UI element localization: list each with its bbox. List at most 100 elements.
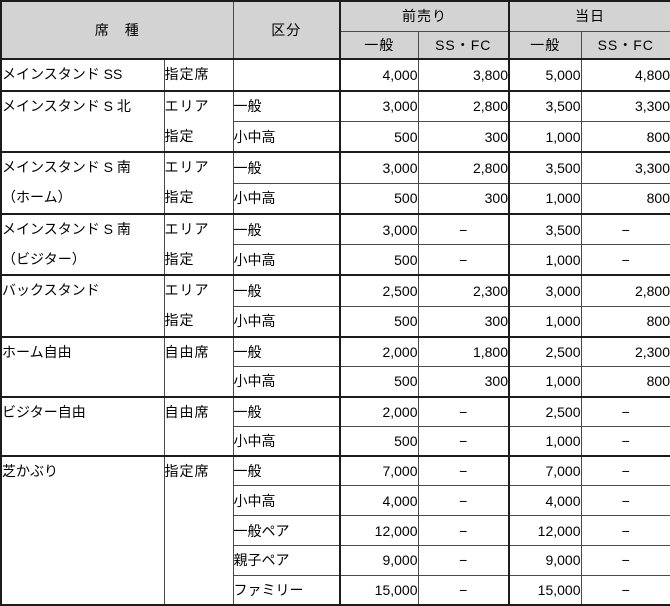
price-cell: 500 bbox=[339, 425, 419, 457]
price-cell: − bbox=[580, 485, 670, 517]
category-cell: ファミリー bbox=[232, 574, 341, 606]
price-cell: 3,500 bbox=[508, 212, 582, 246]
seat-name-cell: メインスタンド SS bbox=[0, 58, 165, 92]
header-seat-type: 席 種 bbox=[0, 0, 234, 60]
seat-class-cell: 自由席 bbox=[163, 395, 234, 457]
table-row: メインスタンド SS 指定席 4,000 3,800 5,000 4,800 bbox=[0, 58, 670, 92]
price-cell: − bbox=[580, 395, 670, 427]
price-cell: 5,000 bbox=[508, 58, 582, 92]
price-cell: 3,500 bbox=[508, 89, 582, 123]
header-category: 区分 bbox=[232, 0, 341, 60]
table-row: メインスタンド S 北エリア 指定 一般 3,000 2,800 3,500 3,300 bbox=[0, 89, 670, 153]
price-cell: 2,800 bbox=[417, 151, 510, 184]
price-cell: 12,000 bbox=[508, 515, 582, 546]
price-cell: 9,000 bbox=[339, 544, 419, 576]
seat-name-cell: ビジター自由 bbox=[0, 395, 165, 457]
category-cell: 小中高 bbox=[232, 121, 341, 153]
category-cell: 小中高 bbox=[232, 182, 341, 215]
price-cell: − bbox=[417, 212, 510, 246]
price-cell: 9,000 bbox=[508, 544, 582, 576]
price-cell: 1,000 bbox=[508, 244, 582, 276]
category-cell: 小中高 bbox=[232, 485, 341, 517]
table-row: メインスタンド S 南 （ビジター） エリア 指定 一般 3,000−3,500− bbox=[0, 212, 670, 276]
price-cell: 3,000 bbox=[339, 151, 419, 184]
price-cell: 3,300 bbox=[580, 89, 670, 123]
header-advance-ssfc: SS・FC bbox=[417, 30, 510, 60]
price-cell: 2,000 bbox=[339, 395, 419, 427]
price-cell: − bbox=[417, 395, 510, 427]
seat-class-cell: 自由席 bbox=[163, 336, 234, 398]
table-header: 席 種 区分 前売り 当日 一般 SS・FC 一般 SS・FC bbox=[0, 0, 670, 60]
seat-name-cell: メインスタンド S 南 （ホーム） bbox=[0, 151, 165, 215]
table-row: 小中高 500 300 1,000 800 bbox=[1, 182, 670, 215]
price-cell: 1,000 bbox=[508, 305, 582, 338]
price-cell: 500 bbox=[339, 244, 419, 276]
price-cell: − bbox=[417, 544, 510, 576]
seat-class-cell: エリア 指定 bbox=[163, 274, 234, 338]
price-cell: 2,800 bbox=[417, 89, 510, 123]
category-cell: 一般ペア bbox=[232, 515, 341, 546]
price-cell: 800 bbox=[580, 182, 670, 215]
price-cell: 500 bbox=[339, 366, 419, 398]
category-cell: 小中高 bbox=[232, 425, 341, 457]
price-cell: 4,000 bbox=[339, 58, 419, 92]
table-row: ビジター自由 自由席 一般 2,000−2,500− bbox=[0, 395, 670, 457]
price-cell: 3,000 bbox=[339, 212, 419, 246]
category-cell: 一般 bbox=[232, 89, 341, 123]
price-cell: 4,000 bbox=[339, 485, 419, 517]
price-cell: 2,000 bbox=[339, 336, 419, 368]
price-cell: − bbox=[417, 455, 510, 487]
price-cell: 3,300 bbox=[580, 151, 670, 184]
price-cell: 2,500 bbox=[508, 336, 582, 368]
category-cell: 一般 bbox=[232, 212, 341, 246]
price-cell: 4,800 bbox=[580, 58, 670, 92]
price-cell: − bbox=[580, 574, 670, 606]
price-cell: 2,300 bbox=[417, 274, 510, 307]
price-cell: 300 bbox=[417, 121, 510, 153]
category-cell: 小中高 bbox=[232, 366, 341, 398]
price-cell: 7,000 bbox=[508, 455, 582, 487]
price-cell: 1,000 bbox=[508, 425, 582, 457]
header-advance-general: 一般 bbox=[339, 30, 419, 60]
category-cell: 一般 bbox=[232, 395, 341, 427]
category-cell: 小中高 bbox=[232, 305, 341, 338]
price-cell: − bbox=[417, 485, 510, 517]
price-cell: − bbox=[580, 544, 670, 576]
seat-name-cell: メインスタンド S 南 （ビジター） bbox=[0, 212, 165, 276]
price-cell: − bbox=[417, 244, 510, 276]
price-cell: 1,800 bbox=[417, 336, 510, 368]
price-cell: 300 bbox=[417, 182, 510, 215]
price-cell: 15,000 bbox=[339, 574, 419, 606]
price-cell: 4,000 bbox=[508, 485, 582, 517]
price-cell: 3,000 bbox=[339, 89, 419, 123]
price-cell: 300 bbox=[417, 366, 510, 398]
price-cell: 2,500 bbox=[508, 395, 582, 427]
price-cell: 2,800 bbox=[580, 274, 670, 307]
table-row: ホーム自由 自由席 一般 2,000 1,800 2,500 2,300 bbox=[0, 336, 670, 398]
price-cell: 2,300 bbox=[580, 336, 670, 368]
header-row-sub: 一般 SS・FC 一般 SS・FC bbox=[1, 30, 670, 60]
category-cell: 一般 bbox=[232, 336, 341, 368]
table-row: バックスタンド エリア 指定 一般 2,500 2,300 3,000 2,800 bbox=[0, 274, 670, 338]
price-cell: 800 bbox=[580, 305, 670, 338]
header-row-top: 席 種 区分 前売り 当日 bbox=[0, 0, 670, 60]
price-cell: 12,000 bbox=[339, 515, 419, 546]
price-table-body: メインスタンド SS 指定席 4,000 3,800 5,000 4,800 メインスタンド… bbox=[0, 58, 670, 606]
seat-class-cell: エリア 指定 bbox=[163, 212, 234, 276]
table-row: 小中高 500−1,000− bbox=[1, 244, 670, 276]
category-cell: 親子ペア bbox=[232, 544, 341, 576]
seat-class-cell: エリア 指定 bbox=[163, 89, 234, 153]
price-cell: − bbox=[580, 425, 670, 457]
price-cell: 2,500 bbox=[339, 274, 419, 307]
price-cell: 500 bbox=[339, 305, 419, 338]
price-cell: 1,000 bbox=[508, 121, 582, 153]
seat-name-cell: メインスタンド S 北 bbox=[0, 89, 165, 153]
header-sameday-ssfc: SS・FC bbox=[580, 30, 670, 60]
header-advance: 前売り bbox=[339, 0, 510, 32]
price-cell: 3,000 bbox=[508, 274, 582, 307]
seat-name-cell: ホーム自由 bbox=[0, 336, 165, 398]
price-cell: 800 bbox=[580, 121, 670, 153]
header-sameday-general: 一般 bbox=[508, 30, 582, 60]
